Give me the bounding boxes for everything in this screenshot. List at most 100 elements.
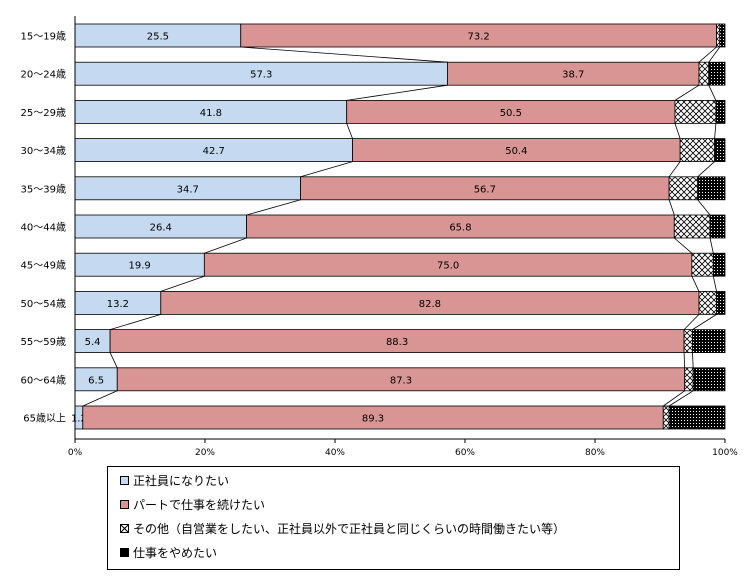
data-label: 88.3 xyxy=(386,337,408,348)
series-line xyxy=(674,123,681,139)
data-label: 50.4 xyxy=(505,146,527,157)
category-label: 35～39歳 xyxy=(21,183,66,195)
category-label: 20～24歳 xyxy=(21,69,66,81)
bar-segment xyxy=(708,61,726,86)
legend-item-quit: 仕事をやめたい xyxy=(120,542,217,562)
legend-label-part-time: パートで仕事を続けたい xyxy=(133,497,266,512)
bar-segment xyxy=(698,290,717,315)
data-label: 34.7 xyxy=(177,184,199,195)
series-line xyxy=(683,314,700,330)
series-line xyxy=(709,237,714,254)
series-line xyxy=(346,123,353,139)
bar-segment xyxy=(715,100,726,124)
bar-segment xyxy=(714,138,726,163)
bar-segment xyxy=(692,329,726,354)
series-line xyxy=(160,275,205,292)
data-label: 6.5 xyxy=(88,375,104,386)
series-line xyxy=(712,276,717,292)
bar-segment xyxy=(662,405,670,430)
series-line xyxy=(674,237,693,254)
bar-segment xyxy=(679,138,716,163)
data-label: 13.2 xyxy=(107,299,129,310)
bar-segment xyxy=(691,252,714,277)
series-line xyxy=(109,352,118,368)
bar-segment xyxy=(668,176,699,201)
legend-swatch-quit xyxy=(120,547,129,557)
x-tick-label: 80% xyxy=(585,448,605,458)
plot-area: 25.5 73.2 15～19歳 57.3 38.7 20～24歳 41.8 50.5 25～2… xyxy=(21,16,738,458)
series-line xyxy=(346,84,448,101)
bar-segment xyxy=(668,405,726,430)
series-line xyxy=(708,85,717,101)
bar-segment xyxy=(674,100,717,124)
legend-item-part-time: パートで仕事を続けたい xyxy=(120,494,265,514)
series-line xyxy=(246,199,301,216)
series-line xyxy=(708,46,721,63)
category-label: 30～34歳 xyxy=(21,145,66,157)
data-label: 65.8 xyxy=(449,223,471,234)
series-line xyxy=(204,237,247,254)
bar-segment xyxy=(697,176,726,201)
category-label: 15～19歳 xyxy=(21,31,66,43)
series-line xyxy=(240,46,448,63)
data-label: 50.5 xyxy=(500,108,522,119)
category-label: 55～59歳 xyxy=(21,336,66,348)
series-line xyxy=(668,161,681,178)
bar-segment xyxy=(719,23,726,48)
category-label: 45～49歳 xyxy=(21,260,66,272)
data-label: 25.5 xyxy=(147,32,169,43)
bar-segment xyxy=(684,367,694,392)
category-label: 60～64歳 xyxy=(21,374,66,386)
series-line xyxy=(692,352,694,368)
category-label: 65歳以上 xyxy=(23,413,66,425)
legend: 正社員になりたい パートで仕事を続けたい その他（自営業をしたい、正社員以外で正… xyxy=(107,466,680,570)
category-label: 40～44歳 xyxy=(21,222,66,234)
category-label: 50～54歳 xyxy=(21,298,66,310)
bar-segment xyxy=(716,23,721,48)
legend-item-other: その他（自営業をしたい、正社員以外で正社員と同じくらいの時間働きたい等） xyxy=(120,518,565,538)
data-label: 73.2 xyxy=(468,32,490,43)
series-line xyxy=(668,390,694,407)
x-tick-label: 100% xyxy=(712,448,738,458)
legend-label-full-time: 正社員になりたい xyxy=(133,473,230,488)
data-label: 75.0 xyxy=(437,261,459,272)
bar-segment xyxy=(709,214,726,239)
series-line xyxy=(698,46,717,63)
x-tick-label: 20% xyxy=(195,448,215,458)
data-label: 1.2 xyxy=(71,414,87,425)
legend-swatch-full-time xyxy=(120,475,129,485)
data-label: 87.3 xyxy=(390,375,412,386)
legend-swatch-other xyxy=(120,523,129,533)
series-line xyxy=(109,314,161,330)
legend-item-full-time: 正社員になりたい xyxy=(120,470,229,490)
series-line xyxy=(714,123,717,139)
data-label: 89.3 xyxy=(362,414,384,425)
x-tick-label: 0% xyxy=(68,448,83,458)
bar-segment xyxy=(692,367,726,392)
category-label: 25～29歳 xyxy=(21,107,66,119)
series-line xyxy=(663,390,685,407)
data-label: 38.7 xyxy=(562,70,584,81)
data-label: 19.9 xyxy=(129,261,151,272)
series-line xyxy=(668,199,675,216)
data-label: 56.7 xyxy=(474,184,496,195)
bar-segment xyxy=(683,329,693,354)
x-tick-label: 40% xyxy=(325,448,345,458)
legend-label-quit: 仕事をやめたい xyxy=(133,545,218,560)
series-line xyxy=(300,161,353,178)
data-label: 26.4 xyxy=(150,223,172,234)
stacked-bar-chart: 25.5 73.2 15～19歳 57.3 38.7 20～24歳 41.8 50.5 25～2… xyxy=(21,16,738,458)
legend-label-other: その他（自営業をしたい、正社員以外で正社員と同じくらいの時間働きたい等） xyxy=(133,521,566,536)
data-label: 41.8 xyxy=(200,108,222,119)
series-line xyxy=(691,276,700,292)
series-line xyxy=(82,390,118,407)
bar-segment xyxy=(712,252,726,277)
data-label: 42.7 xyxy=(203,146,225,157)
bar-segment xyxy=(698,61,710,86)
x-tick-label: 60% xyxy=(455,448,475,458)
series-line xyxy=(692,314,717,330)
series-line xyxy=(683,352,686,368)
series-line xyxy=(674,84,700,101)
series-line xyxy=(697,199,711,216)
bar-segment xyxy=(716,290,726,315)
